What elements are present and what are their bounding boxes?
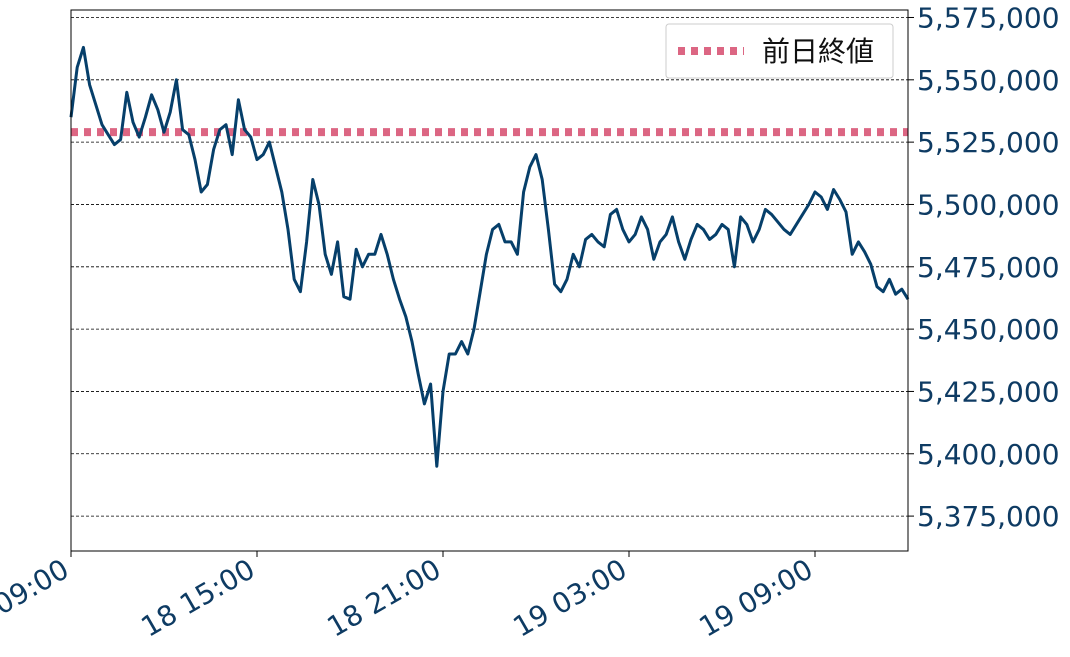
y-tick-label: 5,525,000 [917,126,1060,159]
x-tick-label: 18 15:00 [136,552,261,643]
price-series-line [69,45,910,468]
y-tick-label: 5,425,000 [917,375,1060,408]
y-tick-label: 5,500,000 [917,188,1060,221]
y-tick-label: 5,450,000 [917,313,1060,346]
axes: 5,375,000 5,400,000 5,425,000 5,450,000 5,47… [0,1,1060,643]
y-tick-label: 5,475,000 [917,251,1060,284]
series-layer [69,45,910,468]
y-tick-label: 5,375,000 [917,500,1060,533]
grid-lines [71,17,908,517]
y-tick-label: 5,400,000 [917,438,1060,471]
legend-box [665,23,894,79]
x-tick-label: 19 03:00 [508,552,633,643]
plot-frame [70,9,909,552]
x-tick-label: 18 09:00 [0,552,74,643]
y-tick-label: 5,575,000 [917,1,1060,34]
x-tick-label: 18 21:00 [322,552,447,643]
y-tick-label: 5,550,000 [917,64,1060,97]
x-tick-label: 19 09:00 [694,552,819,643]
legend: 前日終値 [665,23,894,79]
legend-label: 前日終値 [762,35,874,68]
